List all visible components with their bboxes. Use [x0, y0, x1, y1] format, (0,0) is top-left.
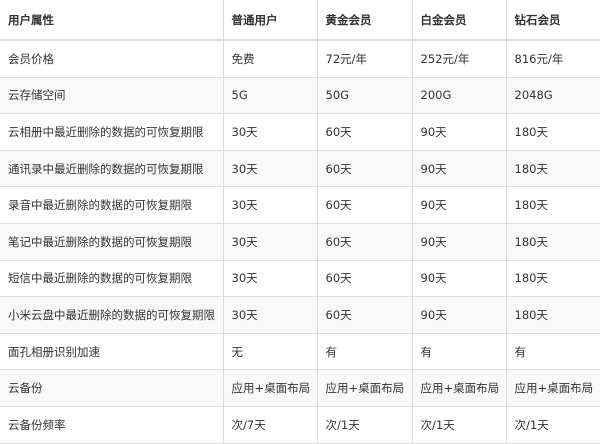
table-cell: 816元/年	[505, 39, 600, 78]
table-row: 云存储空间 5G 50G 200G 2048G	[0, 76, 600, 115]
table-cell: 72元/年	[316, 39, 413, 78]
table-cell: 30天	[222, 149, 318, 188]
table-row: 云备份频率 次/7天 次/1天 次/1天 次/1天	[0, 405, 600, 444]
table-cell: 90天	[411, 222, 507, 261]
table-row: 面孔相册识别加速无有有有	[0, 332, 600, 371]
table-cell: 90天	[411, 259, 507, 298]
column-header: 普通用户	[222, 0, 318, 41]
table-cell: 90天	[411, 149, 507, 188]
table-row: 通讯录中最近删除的数据的可恢复期限 30天 60天 90天 180天	[0, 149, 600, 188]
table-cell: 180天	[505, 296, 600, 334]
table-cell: 次/7天	[222, 405, 318, 444]
table-cell: 180天	[505, 259, 600, 298]
table-cell: 60天	[316, 296, 413, 334]
table-cell: 90天	[411, 113, 507, 151]
column-header: 白金会员	[411, 0, 507, 41]
row-label-cell: 会员价格	[0, 39, 224, 78]
table-cell: 60天	[316, 222, 413, 261]
table-cell: 90天	[411, 186, 507, 224]
table-cell: 次/1天	[411, 405, 507, 444]
table-cell: 180天	[505, 222, 600, 261]
table-row: 会员价格 免费 72元/年 252元/年 816元/年	[0, 39, 600, 78]
table-cell: 90天	[411, 296, 507, 334]
table-cell: 2048G	[505, 76, 600, 115]
table-cell: 无	[222, 332, 318, 371]
table-cell: 应用+桌面布局	[505, 369, 600, 407]
row-label-cell: 云存储空间	[0, 76, 224, 115]
table-cell: 180天	[505, 186, 600, 224]
table-cell: 50G	[316, 76, 413, 115]
row-label-cell: 录音中最近删除的数据的可恢复期限	[0, 186, 224, 224]
table-cell: 应用+桌面布局	[411, 369, 507, 407]
table-cell: 应用+桌面布局	[316, 369, 413, 407]
row-label-cell: 云备份频率	[0, 405, 224, 444]
table-row: 云相册中最近删除的数据的可恢复期限 30天 60天 90天 180天	[0, 113, 600, 151]
table-cell: 有	[505, 332, 600, 371]
table-row: 笔记中最近删除的数据的可恢复期限 30天 60天 90天 180天	[0, 222, 600, 261]
table-cell: 252元/年	[411, 39, 507, 78]
table-row: 录音中最近删除的数据的可恢复期限 30天 60天 90天 180天	[0, 186, 600, 224]
table-cell: 180天	[505, 113, 600, 151]
table-cell: 30天	[222, 222, 318, 261]
row-label-cell: 通讯录中最近删除的数据的可恢复期限	[0, 149, 224, 188]
table-cell: 180天	[505, 149, 600, 188]
table-cell: 60天	[316, 259, 413, 298]
column-header: 黄金会员	[316, 0, 413, 41]
row-label-cell: 云相册中最近删除的数据的可恢复期限	[0, 113, 224, 151]
row-label-cell: 云备份	[0, 369, 224, 407]
table-cell: 60天	[316, 186, 413, 224]
table-cell: 60天	[316, 149, 413, 188]
table-cell: 次/1天	[505, 405, 600, 444]
table-cell: 应用+桌面布局	[222, 369, 318, 407]
table-cell: 免费	[222, 39, 318, 78]
table-row: 小米云盘中最近删除的数据的可恢复期限 30天 60天 90天 180天	[0, 296, 600, 334]
column-header: 钻石会员	[505, 0, 600, 41]
table-header-row: 用户属性 普通用户 黄金会员 白金会员 钻石会员	[0, 0, 600, 41]
table-cell: 60天	[316, 113, 413, 151]
table-cell: 有	[411, 332, 507, 371]
table-cell: 次/1天	[316, 405, 413, 444]
row-label-cell: 小米云盘中最近删除的数据的可恢复期限	[0, 296, 224, 334]
table-row: 短信中最近删除的数据的可恢复期限 30天 60天 90天 180天	[0, 259, 600, 298]
table-row: 云备份 应用+桌面布局 应用+桌面布局 应用+桌面布局 应用+桌面布局	[0, 369, 600, 407]
table-cell: 30天	[222, 296, 318, 334]
table-cell: 30天	[222, 113, 318, 151]
table-cell: 200G	[411, 76, 507, 115]
column-header: 用户属性	[0, 0, 224, 41]
table-cell: 30天	[222, 259, 318, 298]
table-cell: 5G	[222, 76, 318, 115]
row-label-cell: 面孔相册识别加速	[0, 332, 224, 371]
row-label-cell: 短信中最近删除的数据的可恢复期限	[0, 259, 224, 298]
table-cell: 有	[316, 332, 413, 371]
row-label-cell: 笔记中最近删除的数据的可恢复期限	[0, 222, 224, 261]
table-cell: 30天	[222, 186, 318, 224]
